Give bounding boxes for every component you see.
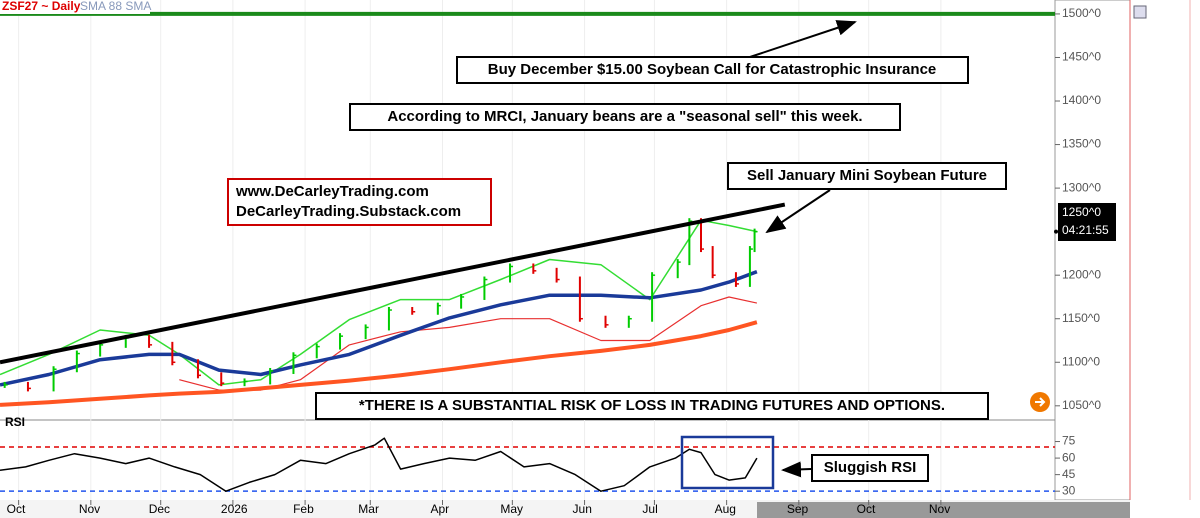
arrow (781, 461, 812, 478)
x-tick-label: Aug (715, 502, 736, 516)
y-tick-label: 60 (1062, 450, 1076, 464)
last-price: 1250^0 (1062, 205, 1101, 219)
price-axis (1054, 0, 1131, 501)
x-tick-label: Jul (642, 502, 657, 516)
chart-subtitle: SMA 88 SMA (80, 0, 151, 13)
y-tick-label: 1300^0 (1062, 180, 1101, 194)
y-tick-label: 75 (1062, 434, 1076, 448)
annotation: Sluggish RSI (824, 459, 917, 476)
x-tick-label: Mar (358, 502, 379, 516)
y-tick-label: 1400^0 (1062, 93, 1101, 107)
annotation-box (727, 162, 1007, 190)
line-series (0, 270, 758, 387)
annotation: According to MRCI, January beans are a "… (387, 108, 862, 125)
x-tick-label: Dec (149, 502, 170, 516)
panel-icon[interactable] (1133, 5, 1147, 19)
annotation-box (811, 454, 929, 482)
y-tick-label: 45 (1062, 467, 1076, 481)
legend-box (0, 0, 150, 14)
x-tick-label: Feb (293, 502, 314, 516)
rsi-title: RSI (5, 415, 25, 429)
annotation: Sell January Mini Soybean Future (747, 167, 987, 184)
y-tick-label: 1100^0 (1062, 354, 1100, 368)
y-tick-label: 1500^0 (1062, 6, 1101, 20)
annotation-box (227, 178, 492, 226)
annotation-box (315, 392, 989, 420)
x-tick-label: Jun (573, 502, 592, 516)
y-tick-label: 1450^0 (1062, 50, 1101, 64)
x-tick-label: Nov (79, 502, 100, 516)
line-series (0, 437, 758, 492)
y-tick-label: 1350^0 (1062, 137, 1101, 151)
x-tick-label: Oct (7, 502, 26, 516)
annotation: Buy December $15.00 Soybean Call for Cat… (488, 61, 937, 78)
arrow (765, 189, 831, 234)
y-tick-label: 1050^0 (1062, 398, 1101, 412)
scroll-icon (1035, 397, 1046, 407)
annotation: www.DeCarleyTrading.com (235, 183, 429, 200)
annotation: *THERE IS A SUBSTANTIAL RISK OF LOSS IN … (359, 397, 945, 414)
highlight-box (680, 435, 775, 490)
x-tick-label: Sep (787, 502, 809, 516)
arrow (749, 20, 857, 58)
chart-title: ZSF27 ~ Daily (2, 0, 81, 13)
x-tick-label: Nov (929, 502, 950, 516)
x-tick-label: Apr (430, 502, 449, 516)
line-series (0, 320, 758, 407)
annotation: DeCarleyTrading.Substack.com (236, 203, 461, 220)
y-tick-label: 1150^0 (1062, 311, 1100, 325)
y-tick-label: 30 (1062, 483, 1076, 497)
x-tick-label: 2026 (221, 502, 248, 516)
side-panel (1130, 0, 1200, 518)
future-region (757, 502, 1130, 518)
x-tick-label: Oct (857, 502, 876, 516)
last-price-box (1058, 203, 1116, 241)
y-tick-label: 1200^0 (1062, 267, 1101, 281)
annotation-box (456, 56, 969, 84)
last-price-dot (1054, 229, 1058, 234)
line-series (0, 202, 786, 365)
timer: 04:21:55 (1062, 223, 1109, 237)
x-tick-label: May (500, 502, 523, 516)
annotation-box (349, 103, 901, 131)
